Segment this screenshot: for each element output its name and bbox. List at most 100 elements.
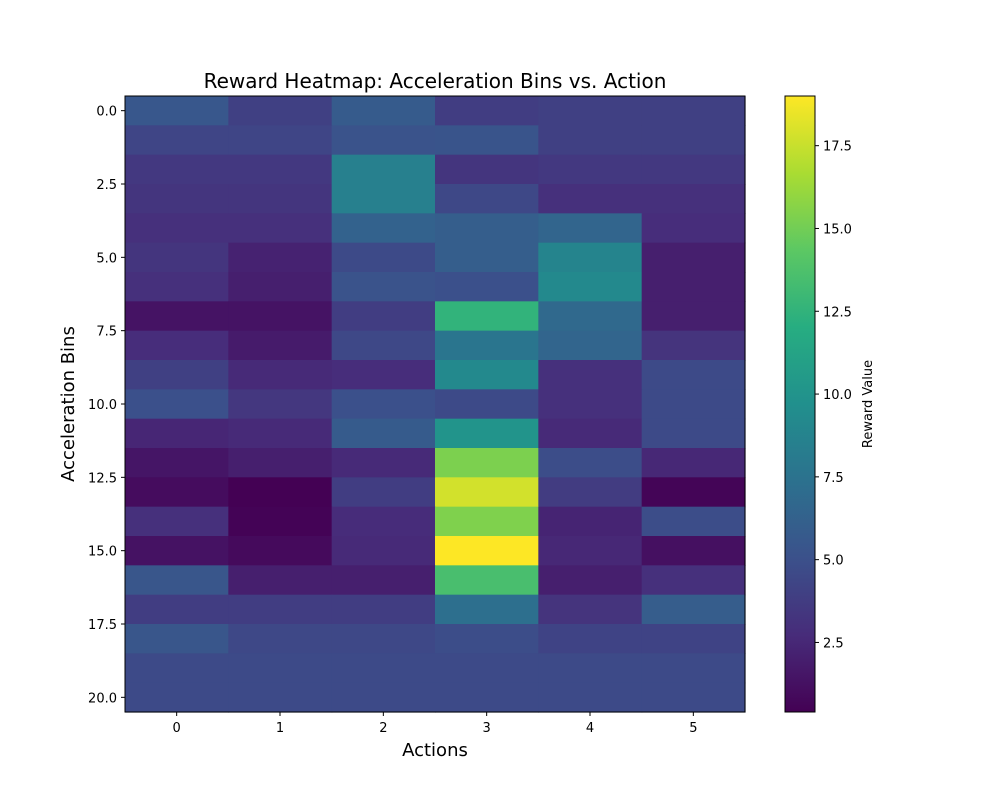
heatmap-cell xyxy=(435,624,539,654)
heatmap-cell xyxy=(538,389,643,420)
heatmap-cell xyxy=(641,330,746,361)
heatmap-cell xyxy=(331,418,436,449)
heatmap-cell xyxy=(538,301,643,332)
heatmap-cells xyxy=(125,96,746,713)
heatmap-cell xyxy=(331,565,436,596)
y-tick-label: 2.5 xyxy=(96,178,117,193)
heatmap-cell xyxy=(228,213,333,244)
heatmap-cell xyxy=(538,448,643,478)
colorbar xyxy=(784,95,816,713)
x-tick-label: 0 xyxy=(173,721,181,736)
heatmap-cell xyxy=(435,272,539,302)
heatmap-cell xyxy=(125,154,229,185)
colorbar-tick-label: 7.5 xyxy=(823,471,844,486)
heatmap-cell xyxy=(435,418,539,449)
heatmap-cell xyxy=(435,360,539,390)
heatmap-cell xyxy=(641,301,746,332)
x-axis-ticks: 0 1 2 3 4 5 xyxy=(173,712,697,736)
y-tick-label: 0.0 xyxy=(96,105,117,120)
x-tick-label: 5 xyxy=(689,721,697,736)
heatmap-cell xyxy=(125,184,229,214)
x-tick-label: 2 xyxy=(379,721,387,736)
heatmap-cell xyxy=(641,565,746,596)
heatmap-cell xyxy=(125,448,229,478)
colorbar-tick-label: 12.5 xyxy=(823,305,852,320)
heatmap-cell xyxy=(228,360,333,390)
heatmap-cell xyxy=(125,330,229,361)
heatmap-cell xyxy=(538,272,643,302)
heatmap-cell xyxy=(435,96,539,126)
heatmap-cell xyxy=(435,389,539,420)
heatmap-cell xyxy=(125,96,229,126)
heatmap-cell xyxy=(331,653,436,684)
heatmap-cell xyxy=(641,96,746,126)
heatmap-cell xyxy=(331,154,436,185)
heatmap-cell xyxy=(435,448,539,478)
heatmap-cell xyxy=(435,125,539,156)
heatmap-cell xyxy=(228,653,333,684)
heatmap-cell xyxy=(538,506,643,537)
heatmap-cell xyxy=(641,242,746,273)
heatmap-cell xyxy=(331,272,436,302)
heatmap-cell xyxy=(641,477,746,508)
heatmap-cell xyxy=(228,624,333,654)
heatmap-cell xyxy=(538,154,643,185)
y-tick-label: 10.0 xyxy=(88,398,117,413)
heatmap-cell xyxy=(228,272,333,302)
y-tick-label: 5.0 xyxy=(96,251,117,266)
heatmap-cell xyxy=(228,565,333,596)
heatmap-cell xyxy=(331,477,436,508)
heatmap-cell xyxy=(125,301,229,332)
heatmap-cell xyxy=(538,418,643,449)
heatmap-cell xyxy=(435,242,539,273)
heatmap-cell xyxy=(331,213,436,244)
heatmap-cell xyxy=(331,624,436,654)
y-axis-label: Acceleration Bins xyxy=(58,326,79,482)
heatmap-cell xyxy=(331,242,436,273)
heatmap-cell xyxy=(228,594,333,625)
colorbar-tick-label: 5.0 xyxy=(823,554,844,569)
heatmap-cell xyxy=(641,125,746,156)
heatmap-cell xyxy=(641,360,746,390)
heatmap-cell xyxy=(228,682,333,713)
heatmap-cell xyxy=(641,624,746,654)
heatmap-cell xyxy=(538,536,643,566)
y-tick-label: 12.5 xyxy=(88,471,117,486)
heatmap-cell xyxy=(641,213,746,244)
heatmap-cell xyxy=(228,125,333,156)
heatmap-cell xyxy=(641,682,746,713)
heatmap-cell xyxy=(125,125,229,156)
heatmap-cell xyxy=(125,506,229,537)
chart-title: Reward Heatmap: Acceleration Bins vs. Ac… xyxy=(204,69,667,93)
heatmap-cell xyxy=(538,653,643,684)
heatmap-cell xyxy=(538,330,643,361)
heatmap-cell xyxy=(331,536,436,566)
heatmap-cell xyxy=(228,536,333,566)
heatmap-cell xyxy=(331,125,436,156)
x-axis-label: Actions xyxy=(402,740,468,761)
heatmap-cell xyxy=(538,477,643,508)
heatmap-cell xyxy=(435,653,539,684)
heatmap-cell xyxy=(228,477,333,508)
heatmap-cell xyxy=(641,448,746,478)
heatmap-cell xyxy=(125,242,229,273)
heatmap-cell xyxy=(538,125,643,156)
heatmap-cell xyxy=(125,565,229,596)
heatmap-cell xyxy=(331,389,436,420)
heatmap-cell xyxy=(435,213,539,244)
heatmap-cell xyxy=(125,536,229,566)
heatmap-cell xyxy=(125,477,229,508)
heatmap-cell xyxy=(228,154,333,185)
heatmap-cell xyxy=(331,96,436,126)
colorbar-tick-label: 15.0 xyxy=(823,222,852,237)
heatmap-cell xyxy=(125,418,229,449)
heatmap-cell xyxy=(125,360,229,390)
y-tick-label: 15.0 xyxy=(88,545,117,560)
heatmap-cell xyxy=(331,448,436,478)
heatmap-cell xyxy=(641,154,746,185)
heatmap-cell xyxy=(331,506,436,537)
x-tick-label: 4 xyxy=(586,721,594,736)
heatmap-cell xyxy=(228,506,333,537)
heatmap-cell xyxy=(228,448,333,478)
colorbar-ticks: 2.5 5.0 7.5 10.0 12.5 15.0 17.5 xyxy=(815,140,852,651)
